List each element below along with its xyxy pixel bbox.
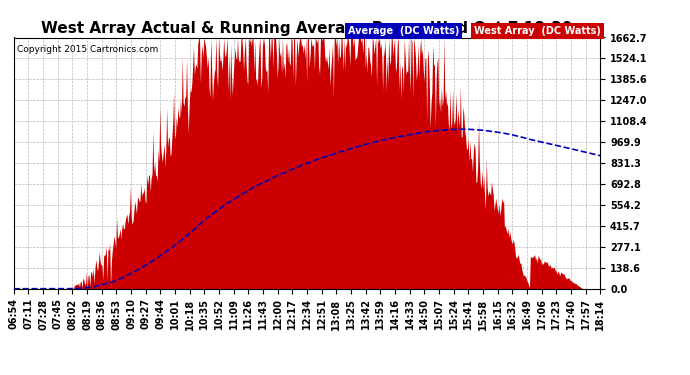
Text: West Array  (DC Watts): West Array (DC Watts) <box>474 26 601 36</box>
Text: Copyright 2015 Cartronics.com: Copyright 2015 Cartronics.com <box>17 45 158 54</box>
Title: West Array Actual & Running Average Power Wed Oct 7 18:30: West Array Actual & Running Average Powe… <box>41 21 573 36</box>
Text: Average  (DC Watts): Average (DC Watts) <box>348 26 460 36</box>
